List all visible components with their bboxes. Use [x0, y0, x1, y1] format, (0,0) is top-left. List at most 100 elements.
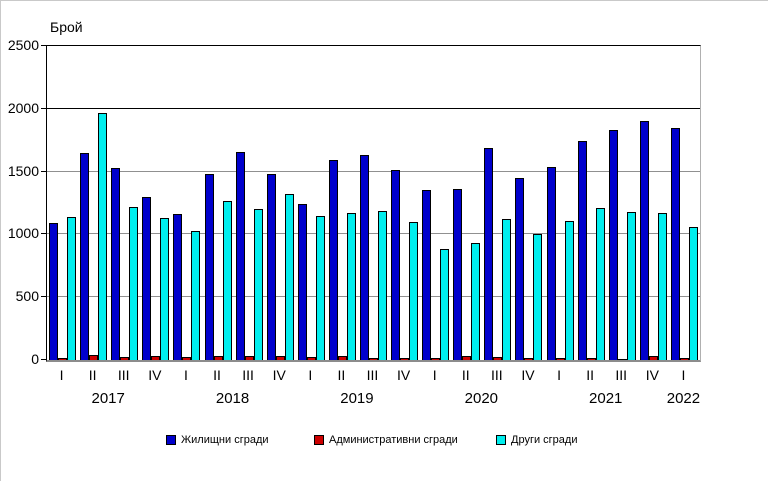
bar-административни [679, 358, 689, 360]
bar-други [160, 218, 170, 360]
quarter-label: III [615, 367, 628, 383]
gridline-500 [47, 296, 700, 298]
bar-административни [493, 356, 503, 360]
bar-други [409, 221, 419, 360]
bar-други [346, 213, 356, 360]
year-label: 2018 [215, 390, 250, 407]
legend-label: Други сгради [511, 434, 578, 446]
bar-други [688, 226, 698, 360]
bar-жилищни [49, 223, 59, 360]
quarter-label: IV [396, 367, 411, 383]
bar-жилищни [360, 155, 369, 360]
bar-други [595, 208, 605, 360]
plot-area [46, 45, 701, 362]
bar-жилищни [80, 152, 90, 360]
bar-жилищни [639, 121, 649, 360]
bar-жилищни [111, 167, 121, 360]
year-label: 2021 [589, 390, 623, 407]
bar-жилищни [422, 190, 432, 360]
bar-административни [151, 356, 161, 360]
bar-други [222, 200, 232, 360]
bar-жилищни [546, 166, 556, 360]
quarter-label: II [461, 367, 470, 383]
legend-item-residential: Жилищни сгради [166, 434, 269, 446]
bar-жилищни [266, 174, 276, 360]
y-axis-title: Брой [50, 19, 83, 35]
bar-group [111, 167, 139, 360]
bar-други [502, 219, 512, 360]
y-tick-label: 0 [31, 351, 39, 367]
y-tick-mark [41, 296, 46, 298]
bar-други [67, 216, 77, 360]
bar-административни [89, 354, 99, 360]
bar-group [608, 130, 636, 360]
bar-group [453, 189, 481, 360]
bar-административни [400, 358, 410, 360]
bar-други [564, 220, 574, 360]
administrative-swatch-icon [314, 435, 324, 445]
bar-административни [244, 356, 254, 360]
bar-жилищни [297, 204, 307, 360]
year-label: 2020 [464, 390, 499, 407]
bar-административни [58, 357, 68, 360]
bar-други [657, 213, 667, 360]
bar-административни [648, 356, 658, 360]
quarter-label: III [242, 367, 254, 383]
gridline-1500 [47, 170, 700, 172]
bar-group [328, 160, 356, 360]
bar-group [391, 170, 419, 360]
quarter-label: I [432, 367, 437, 383]
bar-други [315, 215, 325, 360]
y-tick-mark [41, 107, 46, 109]
quarter-label: III [117, 367, 130, 383]
y-tick-mark [41, 233, 46, 235]
x-axis-year-labels: 2017 2018 2019 2020 2021 2022 [46, 390, 701, 408]
residential-swatch-icon [166, 435, 176, 445]
quarter-label: III [366, 367, 379, 383]
year-label: 2022 [666, 390, 701, 407]
bar-жилищни [577, 141, 587, 360]
y-tick-mark [41, 170, 46, 172]
legend-label: Жилищни сгради [181, 434, 269, 446]
quarter-label: I [59, 367, 64, 383]
bar-group [204, 174, 232, 360]
quarter-label: II [586, 367, 595, 383]
y-tick-mark [41, 359, 46, 360]
bar-други [253, 209, 263, 360]
bar-други [129, 206, 139, 360]
year-label: 2019 [340, 390, 374, 407]
bar-жилищни [235, 151, 245, 360]
bar-жилищни [484, 147, 494, 360]
quarter-label: IV [645, 367, 659, 383]
y-tick-mark [41, 45, 46, 46]
bar-административни [120, 356, 130, 360]
bar-административни [275, 356, 285, 360]
bar-жилищни [608, 130, 618, 360]
bar-административни [213, 356, 223, 360]
bar-group [49, 216, 77, 360]
quarter-label: II [337, 367, 346, 383]
quarter-label: I [557, 367, 561, 383]
bar-административни [586, 357, 596, 360]
bar-други [440, 249, 450, 360]
bar-жилищни [670, 127, 680, 360]
bar-други [626, 211, 636, 360]
bar-административни [182, 356, 192, 360]
bar-други [284, 194, 294, 360]
other-swatch-icon [496, 435, 506, 445]
bar-жилищни [328, 160, 338, 360]
bar-жилищни [391, 170, 401, 360]
bar-административни [306, 356, 316, 360]
bar-group [360, 155, 387, 360]
quarter-label: III [491, 367, 503, 383]
quarter-label: IV [521, 367, 535, 383]
bar-group [515, 177, 543, 360]
gridline-1000 [47, 233, 700, 235]
bar-жилищни [453, 189, 463, 360]
bar-жилищни [515, 177, 525, 360]
year-label: 2017 [91, 390, 125, 407]
bar-други [471, 243, 481, 360]
bar-group [546, 166, 574, 360]
bar-други [378, 210, 387, 360]
